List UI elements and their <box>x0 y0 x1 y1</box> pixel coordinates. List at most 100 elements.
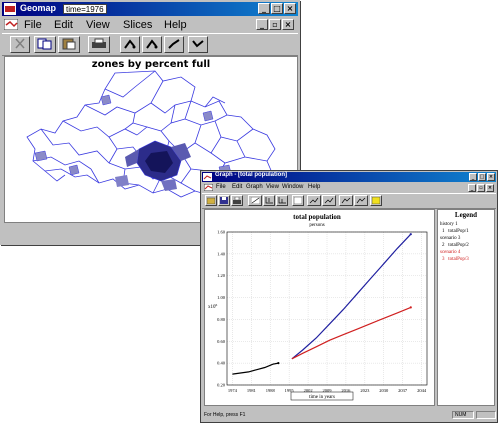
series-endpoint-2 <box>409 233 412 236</box>
graph-maximize-button[interactable]: □ <box>478 173 486 181</box>
menu-help[interactable]: Help <box>164 19 187 31</box>
save-button[interactable] <box>218 195 230 206</box>
legend-group-label: scenario 4 <box>440 250 461 255</box>
chart-button[interactable] <box>276 195 288 206</box>
population-chart: total population persons 0.20 0.40 0.60 0.8… <box>208 213 428 401</box>
graph-menu-file[interactable]: File <box>216 184 226 190</box>
zone-tool-button[interactable] <box>188 36 208 53</box>
legend-group-label: scenario 3 <box>440 236 461 241</box>
copy-icon <box>37 38 52 50</box>
globe-icon <box>4 3 16 15</box>
graph-menu-edit[interactable]: Edit <box>232 184 243 190</box>
zone-tool-icon <box>192 40 204 48</box>
minimize-button[interactable]: _ <box>258 3 270 14</box>
x-tick-label: 1995 <box>285 388 295 393</box>
time-field[interactable]: time=1976 <box>63 4 107 14</box>
x-tick-label: 2030 <box>379 388 389 393</box>
cut-button[interactable] <box>10 36 30 53</box>
legend-index: 1 <box>442 229 445 234</box>
highlight-button[interactable] <box>370 195 382 206</box>
open-button[interactable] <box>205 195 217 206</box>
graph-window: Graph - [total population] _ □ × File Ed… <box>200 170 498 423</box>
series-line-2 <box>291 233 412 360</box>
cut-icon <box>15 38 25 49</box>
document-icon[interactable] <box>4 19 18 30</box>
move-tool-icon <box>146 39 158 49</box>
legend-series-label: totalPop/2 <box>448 243 469 248</box>
legend-entry: 1 totalPop/1 <box>442 229 469 234</box>
select-tool-button[interactable] <box>120 36 140 53</box>
graph-menu-view[interactable]: View <box>266 184 279 190</box>
graph-menu-graph[interactable]: Graph <box>246 184 263 190</box>
plot-pane[interactable]: total population persons 0.20 0.40 0.60 0.8… <box>204 209 435 406</box>
doc-restore-button[interactable]: ▫ <box>269 19 281 30</box>
y-tick-label: 0.40 <box>217 361 226 366</box>
paste-icon <box>62 38 76 50</box>
graph-menu-help[interactable]: Help <box>308 184 321 190</box>
x-tick-label: 2009 <box>323 388 333 393</box>
doc-close-button[interactable]: × <box>282 19 294 30</box>
maximize-button[interactable]: □ <box>271 3 283 14</box>
graph-doc-minimize-button[interactable]: _ <box>468 184 476 192</box>
graph-toolbar <box>202 193 496 209</box>
doc-minimize-button[interactable]: _ <box>256 19 268 30</box>
dense-core <box>115 140 191 191</box>
x-tick-label: 2016 <box>341 388 351 393</box>
graph-close-button[interactable]: × <box>487 173 495 181</box>
x-tick-label: 2044 <box>417 388 427 393</box>
plot-frame <box>226 231 428 386</box>
graph-minimize-button[interactable]: _ <box>469 173 477 181</box>
legend-index: 3 <box>442 257 445 262</box>
geomap-toolbar <box>2 33 298 56</box>
legend-button[interactable] <box>307 195 321 206</box>
table-button[interactable] <box>292 195 304 206</box>
graph-menubar: File Edit Graph View Window Help _ ▫ × <box>202 183 496 192</box>
geomap-titlebar[interactable]: Geomap time=1976 _ □ × <box>2 2 298 16</box>
x-tick-label: 2023 <box>360 388 370 393</box>
zoom-button[interactable] <box>248 195 262 206</box>
x-tick-label: 2002 <box>304 388 313 393</box>
table-icon <box>294 197 302 204</box>
x-tick-label: 1974 <box>228 388 238 393</box>
legend-series-label: totalPop/3 <box>448 257 469 262</box>
graph-document-icon[interactable] <box>204 184 213 191</box>
y-tick-label: 0.80 <box>217 317 226 322</box>
geomap-title: Geomap <box>20 3 57 13</box>
graph-app-icon <box>203 173 212 181</box>
series-endpoint-1 <box>277 362 280 365</box>
y-axis-label: x106 <box>208 303 218 310</box>
x-tick-label: 1981 <box>247 388 256 393</box>
legend-group-label: history 1 <box>440 222 458 227</box>
x-axis: 1974 1981 1988 1995 2002 2009 2016 2023 2030 2037… <box>228 388 427 393</box>
pen-tool-icon <box>168 39 180 49</box>
graph-doc-close-button[interactable]: × <box>486 184 494 192</box>
axis-button[interactable] <box>263 195 275 206</box>
graph-menu-window[interactable]: Window <box>282 184 304 190</box>
graph-titlebar[interactable]: Graph - [total population] _ □ × <box>202 172 496 182</box>
menu-view[interactable]: View <box>86 19 110 31</box>
print-button[interactable] <box>88 36 110 53</box>
pen-tool-button[interactable] <box>164 36 184 53</box>
chart-title: total population <box>293 213 341 221</box>
move-tool-button[interactable] <box>142 36 162 53</box>
grid-button[interactable] <box>322 195 336 206</box>
legend-index: 2 <box>442 243 445 248</box>
menu-slices[interactable]: Slices <box>123 19 153 31</box>
close-button[interactable]: × <box>284 3 296 14</box>
menu-edit[interactable]: Edit <box>54 19 73 31</box>
menu-file[interactable]: File <box>24 19 42 31</box>
y-tick-label: 0.60 <box>217 339 226 344</box>
y-tick-label: 1.00 <box>217 295 226 300</box>
chart-icon <box>278 197 286 204</box>
graph-copy-button[interactable] <box>339 195 353 206</box>
copy-button[interactable] <box>34 36 56 53</box>
y-tick-label: 1.40 <box>217 251 226 256</box>
help-icon <box>356 197 366 204</box>
graph-help-button[interactable] <box>354 195 368 206</box>
x-axis-label: time in years <box>309 395 335 400</box>
series-line-3 <box>291 306 412 360</box>
paste-button[interactable] <box>58 36 80 53</box>
graph-doc-restore-button[interactable]: ▫ <box>477 184 485 192</box>
print-icon <box>233 197 241 204</box>
graph-print-button[interactable] <box>231 195 243 206</box>
